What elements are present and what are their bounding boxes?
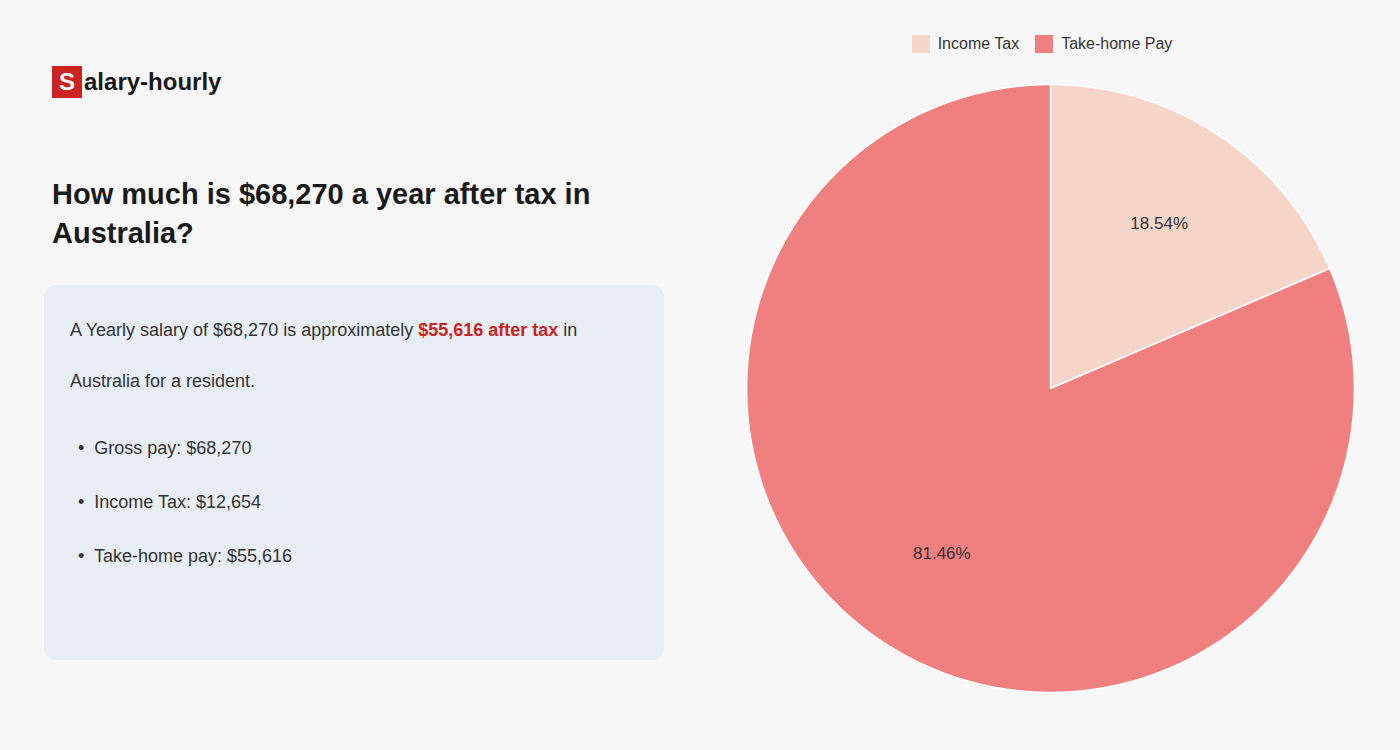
html-text:Take-home Pay: Take-home Pay (1061, 35, 1173, 52)
svg-text:81.46%: 81.46% (913, 544, 971, 563)
html-text:• Gross pay: $68,270: • Gross pay: $68,270 (78, 438, 252, 458)
svg-text:18.54%: 18.54% (1130, 214, 1188, 233)
html-text:Australia for a resident.: Australia for a resident. (70, 371, 256, 391)
html-text:A Yearly salary of $68,270 is: A Yearly salary of $68,270 is approximat… (70, 320, 578, 340)
html-text:How much is $68,270 a year aft: How much is $68,270 a year after tax in … (52, 178, 591, 250)
html-text:• Take-home pay: $55,616: • Take-home pay: $55,616 (78, 546, 293, 566)
html-text:S alary-hourly: S alary-hourly (59, 68, 222, 95)
html-text:• Income Tax: $12,654: • Income Tax: $12,654 (78, 492, 262, 512)
html-text:Income Tax: Income Tax (937, 35, 1020, 52)
